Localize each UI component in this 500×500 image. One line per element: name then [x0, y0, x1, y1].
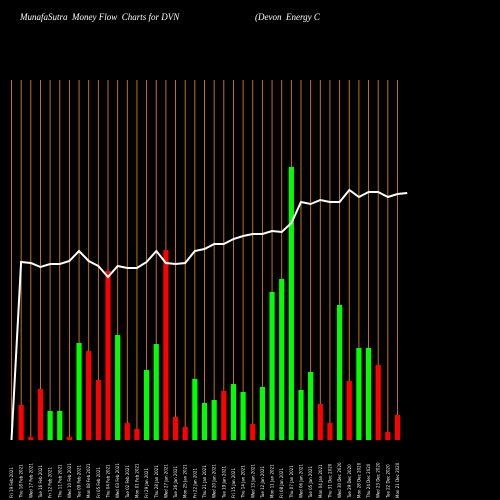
x-tick-label: Thu 24 Dec 2020 — [366, 463, 371, 499]
inflow-bar — [201, 403, 208, 440]
x-tick-label: Thu 21 Jan 2021 — [202, 465, 207, 499]
outflow-bar — [221, 391, 227, 440]
x-tick-label: Mon 28 Dec 2020 — [356, 462, 361, 498]
x-tick-label: Thu 11 Feb 2021 — [57, 464, 62, 499]
price-line — [10, 188, 408, 441]
x-tick-label: Wed 10 Feb 2021 — [67, 463, 72, 498]
x-tick-label: Fri 22 Jan 2021 — [192, 468, 197, 498]
inflow-bar — [259, 387, 265, 440]
inflow-bar — [288, 167, 294, 440]
x-tick-label: Thu 07 Jan 2021 — [289, 465, 294, 499]
inflow-bar — [76, 343, 82, 440]
x-tick-label: Wed 30 Dec 2020 — [337, 462, 342, 498]
outflow-bar — [172, 417, 179, 440]
outflow-bar — [18, 405, 24, 440]
x-tick-label: Fri 19 Feb 2021 — [9, 467, 14, 498]
x-tick-label: Mon 04 Jan 2021 — [318, 464, 323, 498]
x-tick-label: Wed 03 Feb 2021 — [115, 463, 120, 498]
outflow-bar — [163, 250, 169, 440]
x-tick-label: Tue 09 Feb 2021 — [77, 465, 82, 499]
x-tick-label: Thu 04 Feb 2021 — [106, 464, 111, 499]
x-tick-label: Fri 12 Feb 2021 — [48, 467, 53, 498]
inflow-bar — [337, 305, 343, 440]
outflow-bar — [124, 423, 130, 440]
x-tick-label: Fri 05 Feb 2021 — [96, 467, 101, 498]
x-tick-label: Thu 14 Jan 2021 — [241, 465, 246, 499]
outflow-bar — [182, 427, 188, 440]
x-tick-label: Wed 23 Dec 2020 — [376, 462, 381, 498]
x-tick-label: Wed 27 Jan 2021 — [163, 464, 168, 498]
outflow-bar — [95, 380, 101, 440]
x-tick-label: Mon 11 Jan 2021 — [270, 464, 275, 498]
x-tick-label: Tue 12 Jan 2021 — [260, 465, 265, 499]
x-tick-label: Wed 13 Jan 2021 — [250, 464, 255, 498]
inflow-bar — [279, 279, 285, 440]
inflow-bar — [57, 411, 63, 440]
inflow-bar — [192, 379, 198, 440]
x-tick-label: Fri 29 Jan 2021 — [144, 468, 149, 498]
x-tick-label: Fri 15 Jan 2021 — [231, 468, 236, 498]
x-tick-label: Mon 08 Feb 2021 — [86, 463, 91, 498]
x-tick-label: Thu 18 Feb 2021 — [19, 464, 24, 499]
inflow-bar — [47, 411, 53, 440]
outflow-bar — [37, 389, 44, 440]
x-tick-label: Mon 21 Dec 2020 — [395, 462, 400, 498]
x-tick-label: Tue 05 Jan 2021 — [308, 465, 313, 499]
inflow-bar — [308, 372, 314, 440]
x-tick-label: Thu 28 Jan 2021 — [154, 465, 159, 499]
outflow-bar — [385, 432, 391, 440]
outflow-bar — [394, 415, 401, 440]
x-tick-label: Wed 06 Jan 2021 — [299, 464, 304, 498]
inflow-bar — [115, 335, 121, 440]
chart-title: MunafaSutra Money Flow Charts for DVN — [20, 12, 180, 22]
x-tick-label: Tue 26 Jan 2021 — [173, 465, 178, 499]
outflow-bar — [86, 351, 92, 440]
inflow-bar — [356, 348, 362, 440]
inflow-bar — [269, 292, 275, 440]
outflow-bar — [327, 423, 333, 440]
company-name: (Devon Energy C — [255, 12, 320, 22]
x-tick-label: Thu 31 Dec 2020 — [327, 463, 332, 499]
outflow-bar — [134, 429, 140, 440]
inflow-bar — [211, 400, 217, 440]
inflow-bar — [240, 392, 246, 440]
x-tick-label: Fri 08 Jan 2021 — [279, 468, 284, 498]
outflow-bar — [317, 404, 323, 440]
outflow-bar — [28, 437, 34, 440]
inflow-bar — [144, 370, 150, 440]
outflow-bar — [346, 381, 352, 440]
x-tick-label: Mon 01 Feb 2021 — [134, 463, 139, 498]
outflow-bar — [375, 365, 381, 440]
x-tick-label: Wed 20 Jan 2021 — [212, 464, 217, 498]
outflow-bar — [66, 437, 72, 440]
x-tick-label: Wed 17 Feb 2021 — [28, 463, 33, 498]
x-tick-label: Tue 29 Dec 2020 — [347, 464, 352, 499]
inflow-bar — [365, 348, 372, 440]
x-tick-label: Tue 19 Jan 2021 — [221, 465, 226, 499]
x-tick-label: Tue 02 Feb 2021 — [125, 465, 130, 499]
x-tick-label: Mon 25 Jan 2021 — [183, 464, 188, 498]
inflow-bar — [153, 344, 159, 440]
inflow-bar — [298, 390, 304, 440]
outflow-bar — [105, 271, 111, 440]
x-tick-label: Tue 16 Feb 2021 — [38, 465, 43, 499]
outflow-bar — [250, 424, 256, 440]
inflow-bar — [230, 384, 237, 440]
x-tick-label: Tue 22 Dec 2020 — [385, 464, 390, 499]
